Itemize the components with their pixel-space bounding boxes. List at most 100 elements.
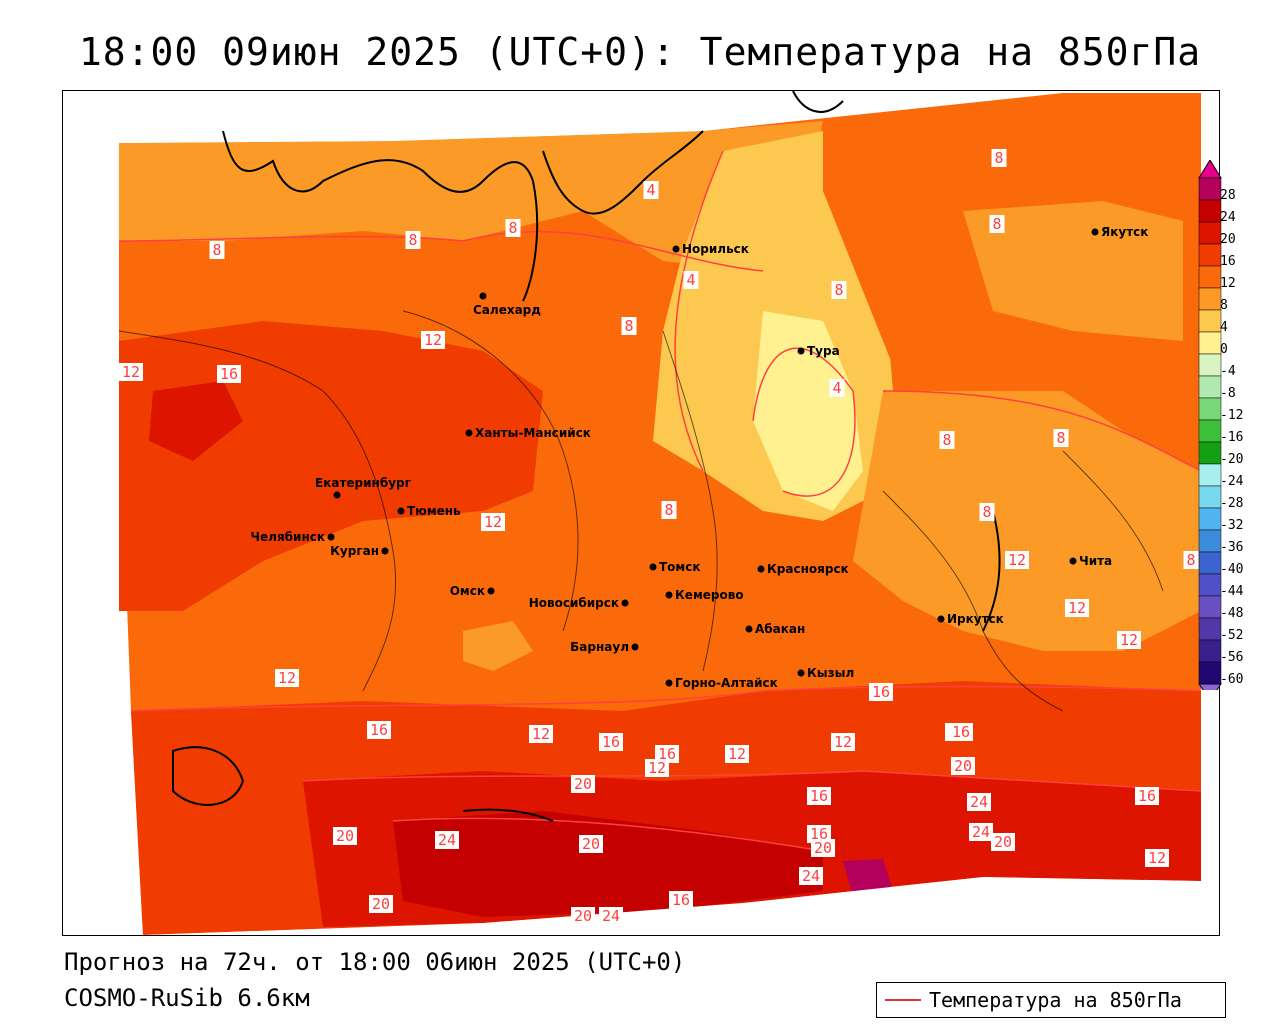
isotherm-label-bg: [831, 733, 855, 751]
isotherm-label-bg: [599, 733, 623, 751]
isotherm-label-bg: [1065, 599, 1089, 617]
city-label: Челябинск: [250, 530, 325, 544]
isotherm-label-bg: [209, 241, 225, 259]
legend: Температура на 850гПа: [876, 982, 1226, 1018]
city-marker: [621, 599, 629, 607]
colorbar-tick-label: -28: [1220, 496, 1244, 511]
city-label: Чита: [1079, 554, 1112, 568]
isotherm-label: 4: [686, 271, 695, 289]
isotherm-label-bg: [621, 317, 637, 335]
isotherm-label: 16: [1138, 787, 1156, 805]
isotherm-label: 12: [1008, 551, 1026, 569]
colorbar-swatch: [1198, 397, 1222, 421]
colorbar-swatch: [1198, 617, 1222, 641]
isotherm-label: 24: [972, 823, 990, 841]
city-label: Курган: [330, 544, 379, 558]
isotherm-label: 24: [970, 793, 988, 811]
colorbar-tick-label: -40: [1220, 562, 1244, 577]
colorbar-swatch: [1198, 353, 1222, 377]
city-label: Ханты-Мансийск: [475, 426, 591, 440]
isotherm-label: 16: [952, 723, 970, 741]
colorbar-tick-label: -24: [1220, 474, 1244, 489]
colorbar-tick-label: 8: [1220, 298, 1228, 313]
colorbar-swatch: [1198, 375, 1222, 399]
colorbar-swatch: [1198, 551, 1222, 575]
city-label: Красноярск: [767, 562, 849, 576]
city-marker: [631, 643, 639, 651]
colorbar: 28 24 20 16 12 8 4 0 -4 -8 -12 -16 -20 -24 -28 -32 -36 -4…: [1198, 159, 1258, 701]
isotherm-label-bg: [939, 431, 955, 449]
isotherm-label: 16: [810, 787, 828, 805]
city-label: Томск: [659, 560, 701, 574]
forecast-info: Прогноз на 72ч. от 18:00 06июн 2025 (UTC…: [64, 948, 686, 976]
isotherm-label: 12: [532, 725, 550, 743]
isotherm-label: 8: [994, 149, 1003, 167]
isotherm-label: 8: [508, 219, 517, 237]
isotherm-label: 4: [832, 379, 841, 397]
isotherm-label-bg: [811, 839, 835, 857]
colorbar-swatch: [1198, 639, 1222, 663]
isotherm-label: 24: [438, 831, 456, 849]
colorbar-swatch: [1198, 485, 1222, 509]
city-label: Екатеринбург: [315, 476, 411, 490]
colorbar-swatch: [1198, 661, 1222, 685]
isotherm-label-bg: [829, 379, 845, 397]
isotherm-label-bg: [435, 831, 459, 849]
colorbar-tick-label: -20: [1220, 452, 1244, 467]
isotherm-label-bg: [405, 231, 421, 249]
city-marker: [797, 669, 805, 677]
isotherm-label-bg: [645, 759, 669, 777]
city-marker: [665, 679, 673, 687]
colorbar-swatch: [1198, 221, 1222, 245]
isotherm-label-bg: [1117, 631, 1141, 649]
colorbar-swatch: [1198, 595, 1222, 619]
isotherm-label: 20: [582, 835, 600, 853]
city-marker: [937, 615, 945, 623]
city-label: Салехард: [473, 303, 541, 317]
isotherm-label: 12: [728, 745, 746, 763]
colorbar-bottom-arrow: [1198, 683, 1222, 701]
map-title: 18:00 09июн 2025 (UTC+0): Температура на…: [78, 30, 1202, 74]
isotherm-label-bg: [683, 271, 699, 289]
isotherm-label: 8: [834, 281, 843, 299]
isotherm-label: 16: [872, 683, 890, 701]
city-marker: [757, 565, 765, 573]
isotherm-label-bg: [529, 725, 553, 743]
isotherm-label-bg: [831, 281, 847, 299]
isotherm-label: 8: [212, 241, 221, 259]
isotherm-label-bg: [579, 835, 603, 853]
isotherm-label-bg: [481, 513, 505, 531]
isotherm-label-bg: [661, 501, 677, 519]
isotherm-label-bg: [669, 891, 693, 909]
colorbar-swatch: [1198, 199, 1222, 223]
city-marker: [465, 429, 473, 437]
isotherm-label: 12: [278, 669, 296, 687]
isotherm-label-bg: [1145, 849, 1169, 867]
isotherm-label: 8: [982, 503, 991, 521]
colorbar-tick-label: -44: [1220, 584, 1244, 599]
colorbar-tick-label: -8: [1220, 386, 1236, 401]
colorbar-tick-label: -4: [1220, 364, 1236, 379]
isotherm-label: 12: [834, 733, 852, 751]
city-marker: [797, 347, 805, 355]
colorbar-tick-label: 4: [1220, 320, 1228, 335]
city-marker: [672, 245, 680, 253]
colorbar-swatch: [1198, 573, 1222, 597]
city-marker: [397, 507, 405, 515]
temperature-map: 8 4 8 8 8 4 8 8 8 12 16 12 12 8 4 8 8 12 12 12 8 8 12 16 12 16 16 1…: [62, 90, 1220, 936]
colorbar-tick-label: 16: [1220, 254, 1236, 269]
isotherm-label: 20: [814, 839, 832, 857]
legend-line-swatch: [885, 999, 921, 1001]
isotherm-label-bg: [655, 745, 679, 763]
isotherm-label-bg: [1053, 429, 1069, 447]
colorbar-top-arrow: [1198, 159, 1222, 179]
city-label: Иркутск: [947, 612, 1004, 626]
city-label: Кемерово: [675, 588, 744, 602]
city-label: Тюмень: [407, 504, 461, 518]
colorbar-tick-label: -32: [1220, 518, 1244, 533]
isotherm-label-bg: [969, 823, 993, 841]
isotherm-label: 8: [408, 231, 417, 249]
isotherm-label-bg: [217, 365, 241, 383]
colorbar-tick-label: -36: [1220, 540, 1244, 555]
model-name: COSMO-RuSib 6.6км: [64, 984, 310, 1012]
